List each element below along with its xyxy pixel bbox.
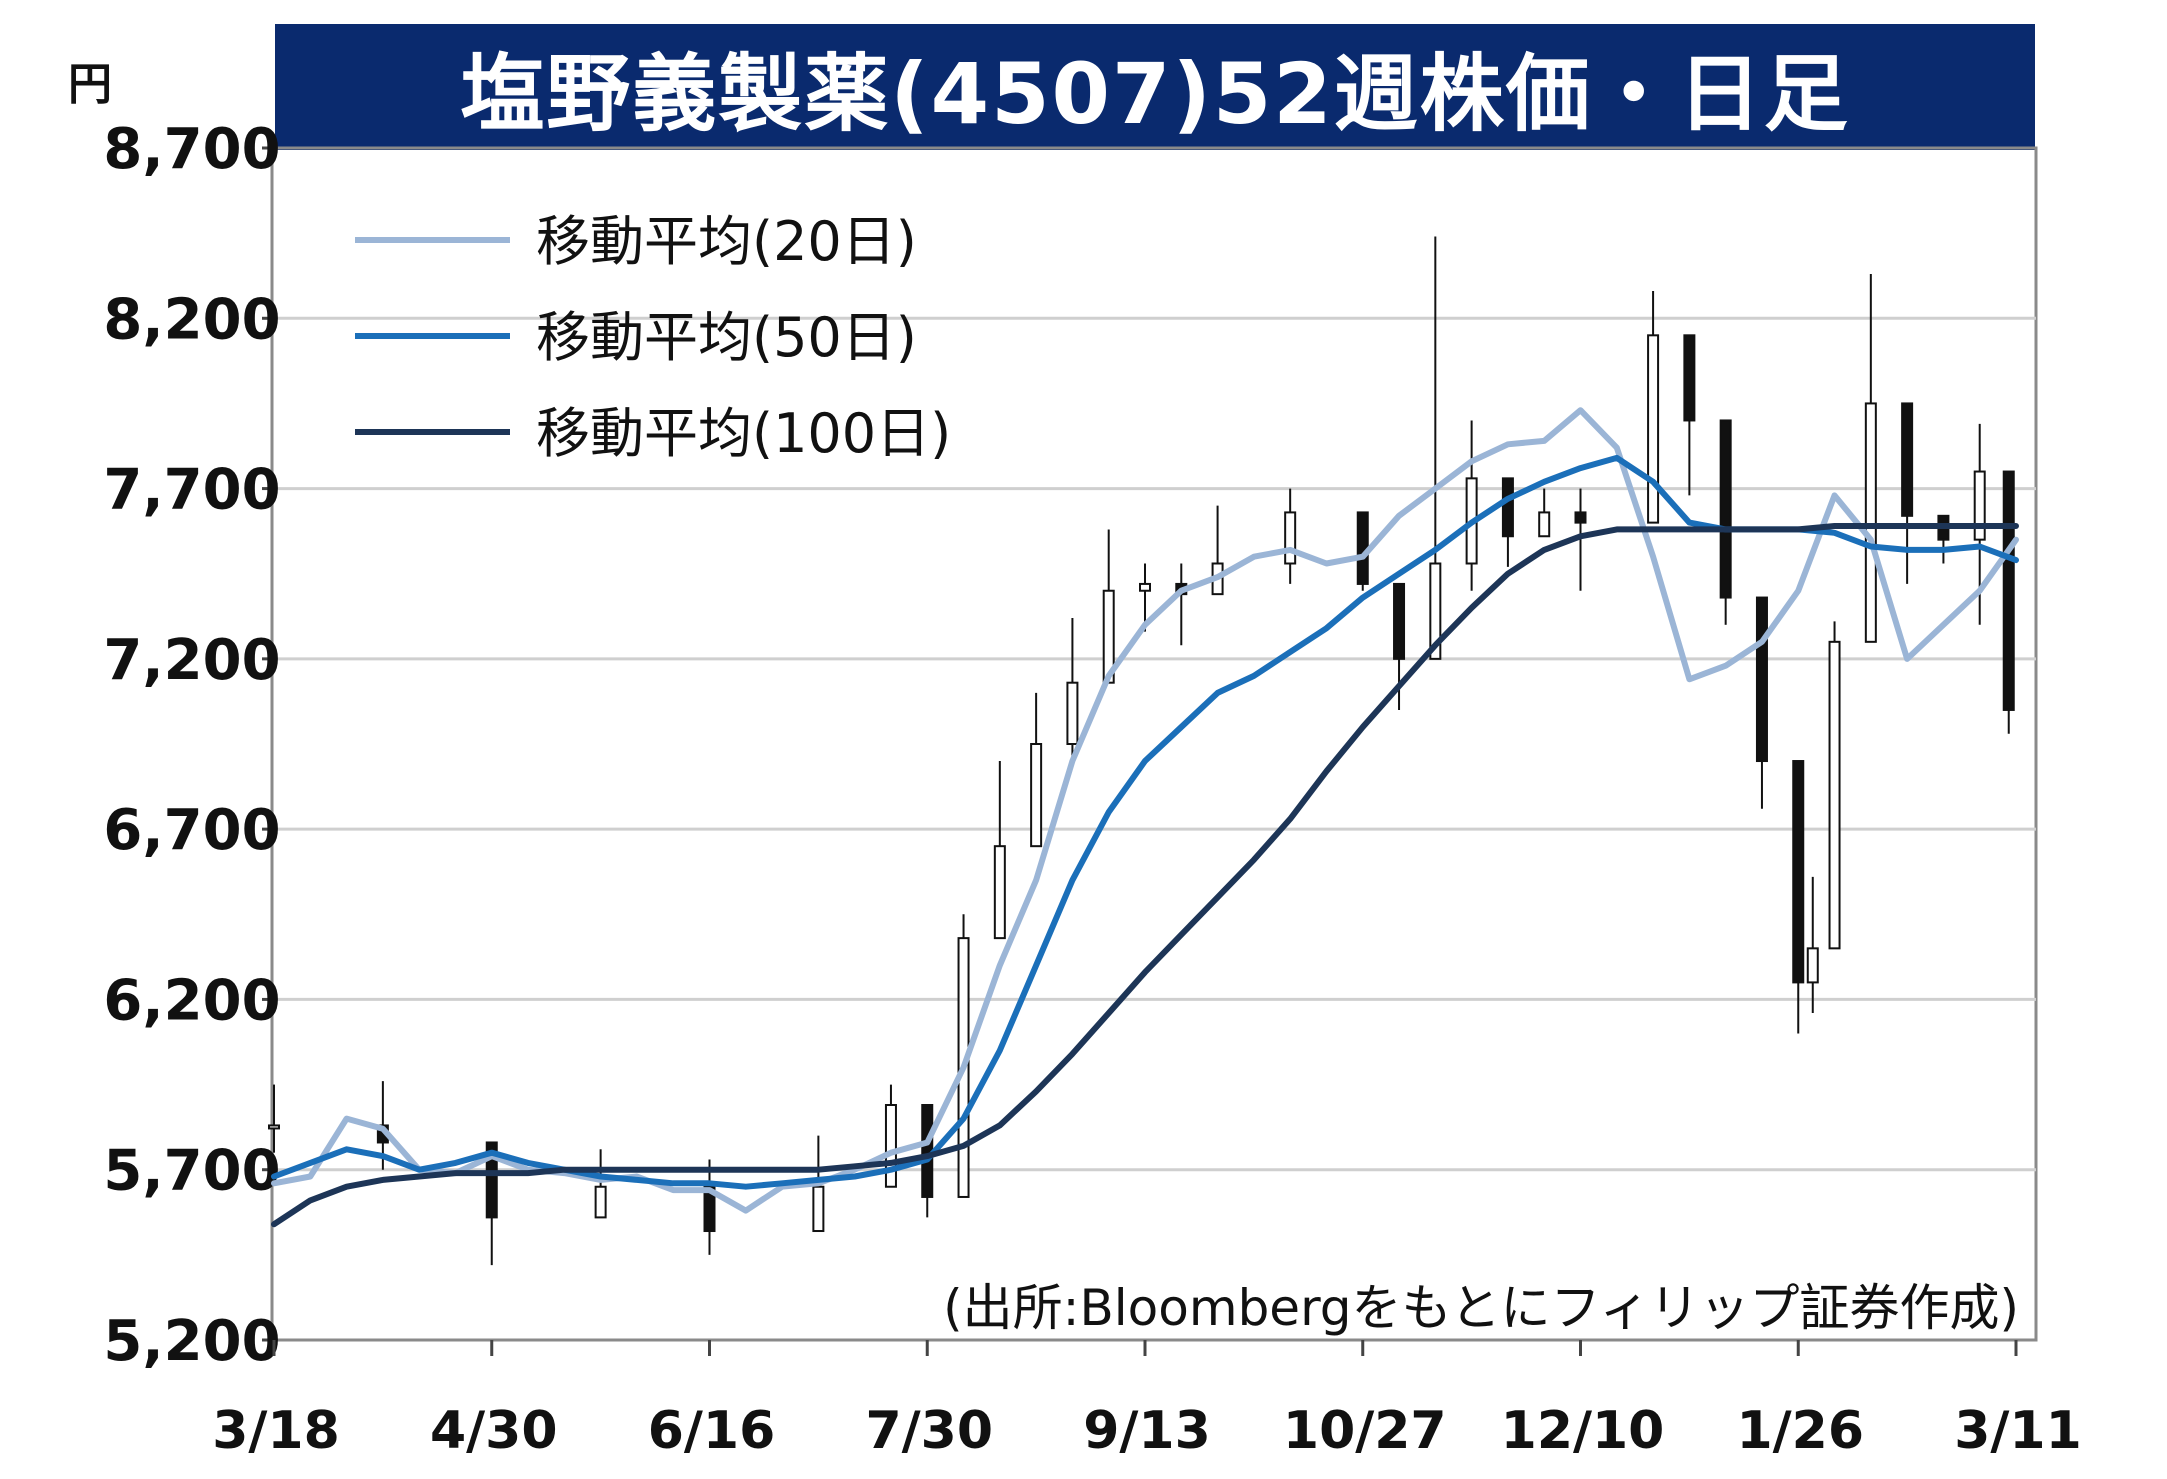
- candle-body: [268, 1124, 280, 1130]
- x-tick-label: 3/18: [212, 1401, 340, 1461]
- candle-body: [703, 1185, 716, 1233]
- x-tick-label: 7/30: [865, 1401, 993, 1461]
- y-tick-label: 5,700: [103, 1139, 280, 1204]
- candle-body: [1973, 470, 1986, 541]
- y-unit-label: 円: [68, 59, 112, 110]
- candle-body: [812, 1185, 825, 1233]
- candle-body: [1574, 511, 1587, 524]
- candle-body: [1284, 511, 1297, 565]
- x-tick-label: 12/10: [1501, 1401, 1665, 1461]
- legend-label: 移動平均(50日): [536, 306, 917, 369]
- legend-label: 移動平均(20日): [536, 210, 917, 273]
- source-note: (出所:Bloombergをもとにフィリップ証券作成): [943, 1279, 2019, 1337]
- x-tick-label: 10/27: [1283, 1401, 1447, 1461]
- candle-body: [1501, 477, 1514, 538]
- chart-title: 塩野義製薬(4507)52週株価・日足: [275, 24, 2035, 150]
- grid-lines: [272, 316, 2036, 1172]
- candle-body: [1828, 640, 1841, 950]
- candle-body: [1901, 402, 1914, 517]
- candle-body: [1538, 511, 1551, 538]
- candle-body: [993, 845, 1006, 940]
- candle-body: [1030, 743, 1043, 848]
- candle-body: [485, 1141, 498, 1219]
- candle-body: [1864, 402, 1877, 643]
- x-tick-label: 1/26: [1736, 1401, 1864, 1461]
- legend-label: 移動平均(100日): [536, 402, 951, 465]
- candle-body: [1393, 582, 1406, 660]
- moving-average-lines: [271, 407, 2019, 1228]
- y-tick-label: 6,700: [103, 798, 280, 863]
- x-tick-label: 3/11: [1954, 1401, 2082, 1461]
- candle-body: [884, 1104, 897, 1188]
- y-tick-label: 5,200: [103, 1309, 280, 1374]
- legend: 移動平均(20日) 移動平均(50日) 移動平均(100日): [355, 210, 951, 465]
- plot-frame: [270, 146, 2038, 1342]
- x-tick-label: 6/16: [648, 1401, 776, 1461]
- candle-body: [1647, 334, 1660, 524]
- y-tick-label: 8,700: [103, 117, 280, 182]
- y-axis: 5,200 5,700 6,200 6,700 7,200 7,700 8,200 8,700: [103, 117, 280, 1374]
- candlesticks: [268, 236, 2015, 1266]
- series-line-3: [271, 523, 2019, 1228]
- series-line-1: [271, 407, 2019, 1214]
- y-tick-label: 7,200: [103, 628, 280, 693]
- candle-body: [2002, 470, 2015, 711]
- x-axis: 3/18 4/30 6/16 7/30 9/13 10/27 12/10 1/26 3/11: [212, 1340, 2082, 1461]
- y-tick-label: 7,700: [103, 458, 280, 523]
- candle-body: [594, 1185, 607, 1219]
- candle-body: [1806, 947, 1819, 984]
- candle-body: [1429, 562, 1442, 660]
- candle-body: [1356, 511, 1369, 585]
- candle-body: [1683, 334, 1696, 422]
- x-tick-label: 4/30: [430, 1401, 558, 1461]
- candle-body: [1719, 419, 1732, 599]
- y-tick-label: 8,200: [103, 287, 280, 352]
- x-tick-label: 9/13: [1083, 1401, 1211, 1461]
- candle-body: [1792, 760, 1805, 984]
- candle-body: [921, 1104, 934, 1198]
- candle-body: [1066, 681, 1079, 745]
- candle-body: [1755, 596, 1768, 763]
- candle-body: [1139, 582, 1151, 592]
- y-tick-label: 6,200: [103, 968, 280, 1033]
